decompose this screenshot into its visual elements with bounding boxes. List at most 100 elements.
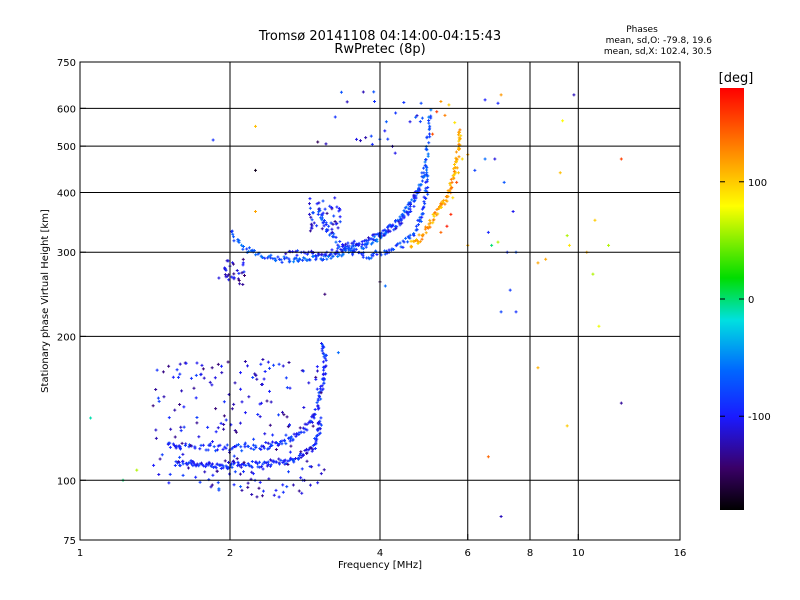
trace-point (427, 115, 431, 119)
cluster-point (236, 277, 240, 281)
cluster-point (268, 366, 272, 370)
trace-point (317, 394, 321, 398)
trace-point (457, 136, 461, 140)
trace-point (415, 239, 419, 243)
cluster-point (199, 372, 203, 376)
trace-point (427, 141, 431, 145)
trace-point (267, 463, 271, 467)
cluster-point (286, 425, 290, 429)
trace-point (436, 212, 440, 216)
cluster-point (237, 279, 241, 283)
trace-point (276, 255, 280, 259)
trace-point (292, 257, 296, 261)
cluster-point (181, 452, 185, 456)
trace-point (428, 135, 432, 139)
trace-point (420, 215, 424, 219)
cluster-point (309, 446, 313, 450)
scatter-point (431, 132, 435, 136)
cluster-point (316, 481, 320, 485)
trace-point (219, 467, 223, 471)
cluster-point (255, 495, 259, 499)
cluster-point (161, 370, 165, 374)
trace-point (422, 200, 426, 204)
cluster-point (281, 483, 285, 487)
trace-point (336, 246, 340, 250)
trace-point (299, 456, 303, 460)
trace-point (270, 444, 274, 448)
cluster-point (310, 218, 314, 222)
trace-point (367, 257, 371, 261)
trace-point (271, 440, 275, 444)
trace-point (330, 248, 334, 252)
cluster-point (167, 364, 171, 368)
trace-point (367, 236, 371, 240)
cluster-point (210, 483, 214, 487)
cluster-point (258, 415, 262, 419)
cluster-point (297, 489, 301, 493)
trace-point (204, 465, 208, 469)
trace-point (448, 181, 452, 185)
cluster-point (333, 219, 337, 223)
trace-point (329, 252, 333, 256)
trace-point (254, 253, 258, 257)
trace-point (265, 461, 269, 465)
trace-point (316, 398, 320, 402)
y-tick-label: 600 (57, 104, 76, 115)
trace-point (424, 186, 428, 190)
trace-point (230, 229, 234, 233)
scatter-point (544, 257, 548, 261)
trace-point (342, 247, 346, 251)
cluster-point (364, 136, 368, 140)
cluster-point (154, 388, 158, 392)
trace-point (255, 462, 259, 466)
trace-point (321, 344, 325, 348)
trace-point (259, 448, 263, 452)
cluster-point (329, 221, 333, 225)
cluster-point (262, 377, 266, 381)
trace-point (237, 462, 241, 466)
cluster-point (202, 376, 206, 380)
trace-point (452, 177, 456, 181)
cluster-point (243, 441, 247, 445)
cluster-point (158, 457, 162, 461)
cluster-point (312, 221, 316, 225)
trace-point (322, 372, 326, 376)
colorbar-tick-label: 100 (748, 178, 767, 189)
cluster-point (178, 372, 182, 376)
trace-point (231, 232, 235, 236)
trace-point (198, 447, 202, 451)
trace-point (245, 247, 249, 251)
trace-point (214, 466, 218, 470)
scatter-point (496, 240, 500, 244)
cluster-point (323, 207, 327, 211)
trace-point (459, 134, 463, 138)
trace-point (307, 447, 311, 451)
y-tick-label: 200 (57, 332, 76, 343)
trace-point (291, 437, 295, 441)
trace-point (422, 195, 426, 199)
trace-point (422, 166, 426, 170)
cluster-point (178, 445, 182, 449)
scatter-point (483, 98, 487, 102)
cluster-point (227, 472, 231, 476)
cluster-point (156, 396, 160, 400)
cluster-point (233, 444, 237, 448)
cluster-point (154, 436, 158, 440)
trace-point (193, 446, 197, 450)
cluster-point (241, 257, 245, 261)
trace-point (321, 387, 325, 391)
chart-subtitle: RwPretec (8p) (334, 42, 425, 57)
cluster-point (179, 425, 183, 429)
cluster-point (169, 427, 173, 431)
trace-point (311, 447, 315, 451)
cluster-point (265, 399, 269, 403)
trace-point (421, 233, 425, 237)
cluster-point (224, 418, 228, 422)
trace-point (190, 462, 194, 466)
trace-point (423, 202, 427, 206)
trace-point (225, 443, 229, 447)
trace-point (341, 253, 345, 257)
scatter-point (607, 243, 611, 247)
trace-point (278, 462, 282, 466)
trace-point (320, 216, 324, 220)
